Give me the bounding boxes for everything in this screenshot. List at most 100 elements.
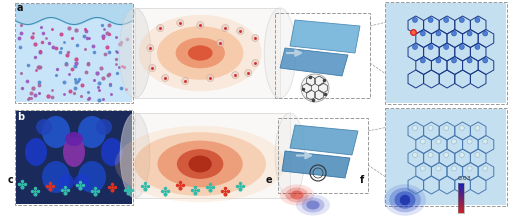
Bar [458, 204, 464, 205]
Bar [458, 201, 464, 202]
Bar [458, 188, 464, 189]
Ellipse shape [176, 38, 225, 68]
Ellipse shape [58, 174, 74, 190]
Bar [16, 4, 132, 102]
Ellipse shape [452, 139, 457, 144]
Ellipse shape [428, 125, 433, 130]
Ellipse shape [280, 184, 314, 205]
Bar [458, 210, 464, 211]
Ellipse shape [74, 174, 90, 190]
Ellipse shape [36, 119, 52, 135]
Ellipse shape [467, 139, 472, 144]
Ellipse shape [252, 35, 259, 41]
Text: 0.03: 0.03 [458, 176, 472, 181]
Ellipse shape [78, 161, 106, 193]
Ellipse shape [188, 156, 212, 173]
Ellipse shape [413, 125, 417, 130]
Polygon shape [290, 125, 358, 155]
Ellipse shape [222, 25, 229, 31]
Ellipse shape [65, 132, 83, 146]
Bar [458, 205, 464, 206]
Ellipse shape [162, 74, 169, 82]
Ellipse shape [459, 44, 464, 49]
Ellipse shape [120, 113, 150, 198]
Bar [458, 207, 464, 208]
Ellipse shape [428, 18, 433, 23]
Bar [458, 183, 464, 213]
Ellipse shape [177, 20, 184, 26]
Ellipse shape [400, 195, 410, 205]
Ellipse shape [436, 31, 441, 36]
Ellipse shape [157, 25, 164, 31]
Bar [458, 184, 464, 185]
Bar [135, 8, 280, 98]
Ellipse shape [134, 132, 266, 196]
Bar [385, 2, 507, 104]
Ellipse shape [413, 153, 417, 158]
Bar [15, 110, 133, 205]
Ellipse shape [452, 31, 457, 36]
Ellipse shape [237, 28, 244, 35]
Ellipse shape [119, 8, 151, 98]
Ellipse shape [483, 166, 488, 171]
Ellipse shape [275, 113, 305, 198]
Bar [386, 109, 506, 205]
Text: a: a [17, 3, 24, 13]
Ellipse shape [101, 138, 123, 166]
Ellipse shape [42, 161, 70, 193]
Ellipse shape [264, 8, 296, 98]
Ellipse shape [420, 31, 425, 36]
Ellipse shape [444, 18, 449, 23]
Ellipse shape [452, 58, 457, 63]
Ellipse shape [483, 139, 488, 144]
Ellipse shape [467, 166, 472, 171]
Ellipse shape [115, 126, 285, 202]
Text: c: c [8, 175, 14, 185]
Bar [386, 3, 506, 103]
Bar [458, 212, 464, 213]
Ellipse shape [232, 71, 239, 79]
Ellipse shape [290, 191, 304, 199]
Ellipse shape [452, 166, 457, 171]
Bar [458, 200, 464, 201]
Ellipse shape [296, 194, 330, 215]
Bar [458, 202, 464, 203]
Ellipse shape [428, 44, 433, 49]
Bar [458, 194, 464, 195]
Ellipse shape [301, 74, 329, 102]
Ellipse shape [436, 139, 441, 144]
Ellipse shape [182, 77, 189, 84]
Ellipse shape [420, 139, 425, 144]
Ellipse shape [188, 45, 212, 61]
Ellipse shape [436, 166, 441, 171]
Ellipse shape [413, 18, 417, 23]
Bar [458, 190, 464, 191]
Ellipse shape [413, 44, 417, 49]
Ellipse shape [306, 201, 319, 209]
Ellipse shape [467, 58, 472, 63]
Polygon shape [290, 20, 360, 53]
Ellipse shape [444, 125, 449, 130]
Ellipse shape [384, 184, 426, 216]
Ellipse shape [207, 74, 214, 82]
Ellipse shape [475, 18, 480, 23]
Bar [458, 183, 464, 184]
Ellipse shape [286, 187, 308, 202]
Ellipse shape [483, 58, 488, 63]
Bar [458, 192, 464, 193]
Bar [458, 211, 464, 212]
Ellipse shape [459, 18, 464, 23]
Ellipse shape [483, 31, 488, 36]
Ellipse shape [420, 166, 425, 171]
Bar [458, 185, 464, 186]
Bar [135, 113, 290, 198]
Text: b: b [17, 112, 24, 122]
Bar [458, 187, 464, 188]
Ellipse shape [96, 119, 112, 135]
Ellipse shape [475, 153, 480, 158]
Bar [458, 206, 464, 207]
Bar [458, 208, 464, 209]
Ellipse shape [475, 44, 480, 49]
Bar [458, 203, 464, 204]
Ellipse shape [158, 141, 243, 187]
